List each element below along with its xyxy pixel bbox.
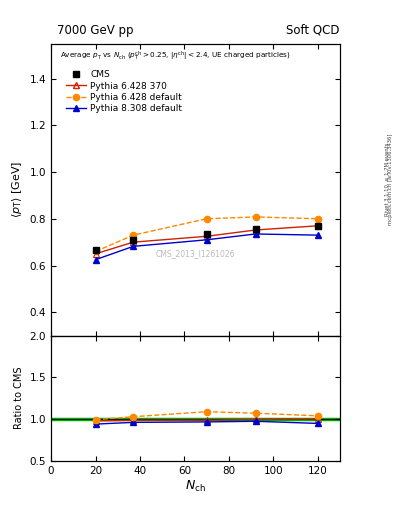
- Text: Average $p_{\rm T}$ vs $N_{\rm ch}$ ($p_{\rm T}^{\rm ch}$$>$0.25, $|\eta^{\rm ch: Average $p_{\rm T}$ vs $N_{\rm ch}$ ($p_…: [60, 49, 290, 62]
- Text: Rivet 3.1.10, ≥ 1.7M events: Rivet 3.1.10, ≥ 1.7M events: [385, 142, 390, 216]
- Legend: CMS, Pythia 6.428 370, Pythia 6.428 default, Pythia 8.308 default: CMS, Pythia 6.428 370, Pythia 6.428 defa…: [64, 69, 184, 115]
- Text: 7000 GeV pp: 7000 GeV pp: [57, 24, 134, 37]
- Text: CMS_2013_I1261026: CMS_2013_I1261026: [156, 249, 235, 259]
- Y-axis label: Ratio to CMS: Ratio to CMS: [14, 367, 24, 430]
- Y-axis label: $\langle p_{\rm T} \rangle$ [GeV]: $\langle p_{\rm T} \rangle$ [GeV]: [10, 161, 24, 218]
- Text: Soft QCD: Soft QCD: [286, 24, 339, 37]
- Text: mcplots.cern.ch [arXiv:1306.3436]: mcplots.cern.ch [arXiv:1306.3436]: [387, 134, 393, 225]
- X-axis label: $N_{\rm ch}$: $N_{\rm ch}$: [185, 478, 206, 494]
